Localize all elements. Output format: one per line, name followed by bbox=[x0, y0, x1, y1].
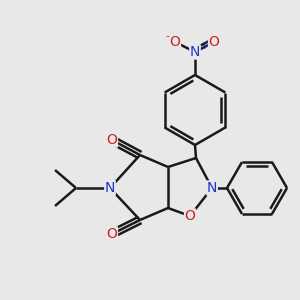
Text: N: N bbox=[207, 181, 217, 195]
Text: O: O bbox=[106, 227, 117, 241]
Text: N: N bbox=[105, 181, 115, 195]
Text: N: N bbox=[190, 45, 200, 59]
Text: O: O bbox=[184, 209, 195, 223]
Text: -: - bbox=[165, 31, 169, 41]
Text: +: + bbox=[200, 41, 208, 51]
Text: O: O bbox=[169, 35, 180, 49]
Text: O: O bbox=[208, 35, 219, 49]
Text: O: O bbox=[106, 133, 117, 147]
